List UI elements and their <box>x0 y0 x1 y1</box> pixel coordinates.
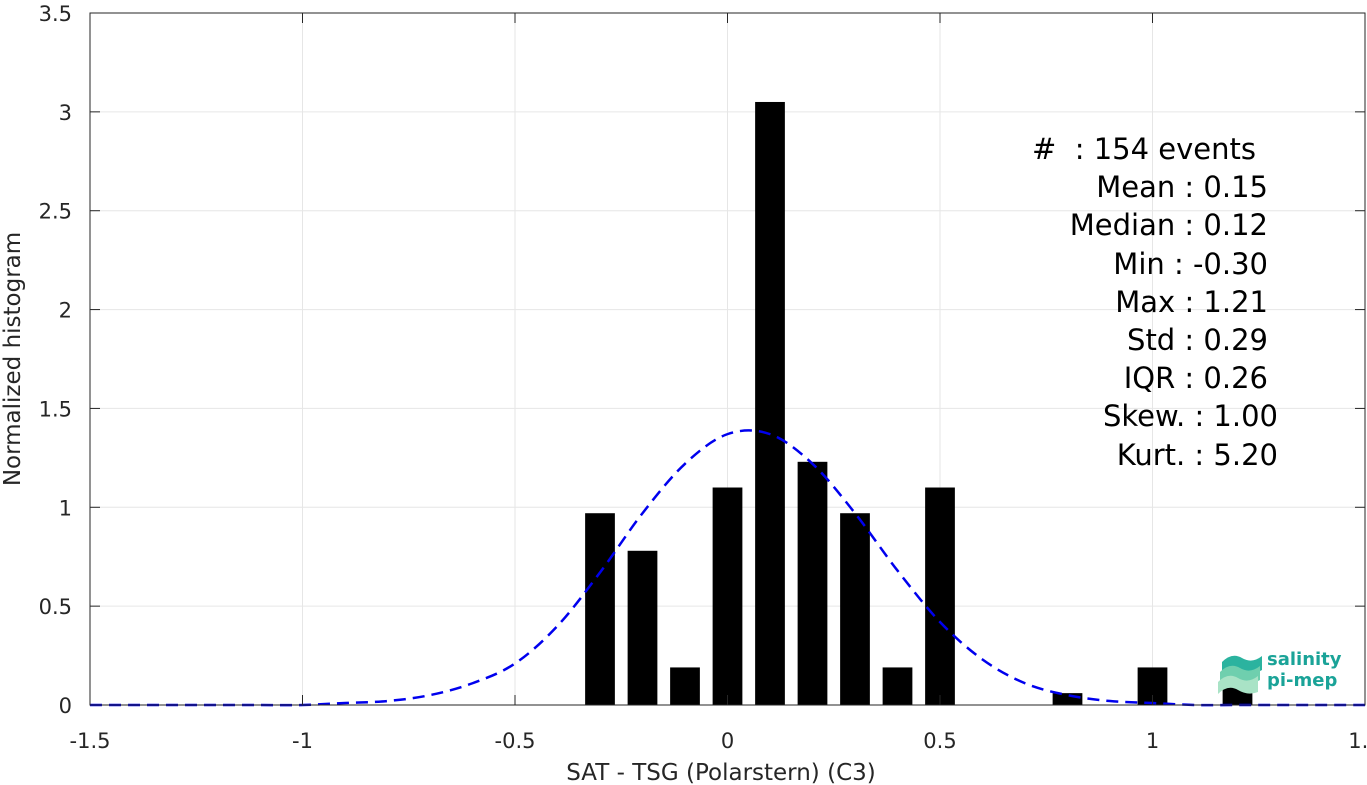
stat-std: Std : 0.29 <box>1127 322 1268 357</box>
histogram-bar <box>627 550 658 705</box>
y-tick-label: 3.5 <box>39 2 72 26</box>
logo-line-1: salinity <box>1267 649 1342 670</box>
axes-frame <box>89 12 1366 706</box>
stat-iqr: IQR : 0.26 <box>1123 361 1268 396</box>
histogram-bar <box>882 667 913 705</box>
y-tick-label: 2.5 <box>39 200 72 224</box>
stat-min: Min : -0.30 <box>1113 246 1268 281</box>
plot-frame <box>89 12 1366 706</box>
logo-waves-icon <box>1218 655 1262 694</box>
x-tick-label: 0.5 <box>923 729 956 753</box>
y-tick-label: 1.5 <box>39 397 72 421</box>
y-tick-label: 0.5 <box>39 595 72 619</box>
y-tick-label: 3 <box>59 101 72 125</box>
histogram-bar <box>755 101 785 705</box>
y-tick-label: 0 <box>59 694 72 718</box>
y-tick-label: 1 <box>59 496 72 520</box>
histogram-bar <box>797 461 828 705</box>
histogram-bar <box>585 513 615 705</box>
stat-kurt: Kurt. : 5.20 <box>1116 437 1278 472</box>
x-tick-label: -1.5 <box>70 729 111 753</box>
logo-line-2: pi-mep <box>1267 670 1338 691</box>
histogram-bar <box>840 513 870 705</box>
histogram-bar <box>925 487 955 705</box>
y-tick-label: 2 <box>59 299 72 323</box>
salinity-pi-mep-logo: salinity pi-mep <box>1218 648 1348 696</box>
x-tick-label: 1 <box>1146 729 1159 753</box>
histogram-bar <box>670 667 700 705</box>
stat-max: Max : 1.21 <box>1115 284 1268 319</box>
x-axis-label: SAT - TSG (Polarstern) (C3) <box>566 760 875 785</box>
histogram-bar <box>1052 693 1083 705</box>
stat-skew: Skew. : 1.00 <box>1102 399 1278 434</box>
grid-lines <box>89 12 1366 706</box>
x-tick-label: 0 <box>721 729 734 753</box>
statistics-panel: # : 154 events Mean : 0.15 Median : 0.12… <box>960 130 1280 474</box>
x-tick-labels: -1.5 -1 -0.5 0 0.5 1 1.5 <box>70 729 1367 753</box>
logo-text: salinity pi-mep <box>1267 649 1342 691</box>
y-tick-labels: 0 0.5 1 1.5 2 2.5 3 3.5 <box>39 2 72 718</box>
x-tick-label: 1.5 <box>1348 729 1367 753</box>
x-tick-label: -1 <box>292 729 313 753</box>
histogram-bars <box>585 101 1253 705</box>
histogram-bar <box>712 487 743 705</box>
stat-count: # : 154 events <box>1032 132 1256 166</box>
x-tick-label: -0.5 <box>495 729 536 753</box>
stat-median: Median : 0.12 <box>1069 208 1268 243</box>
stat-mean: Mean : 0.15 <box>1096 170 1268 205</box>
y-axis-label: Normalized histogram <box>0 232 26 486</box>
